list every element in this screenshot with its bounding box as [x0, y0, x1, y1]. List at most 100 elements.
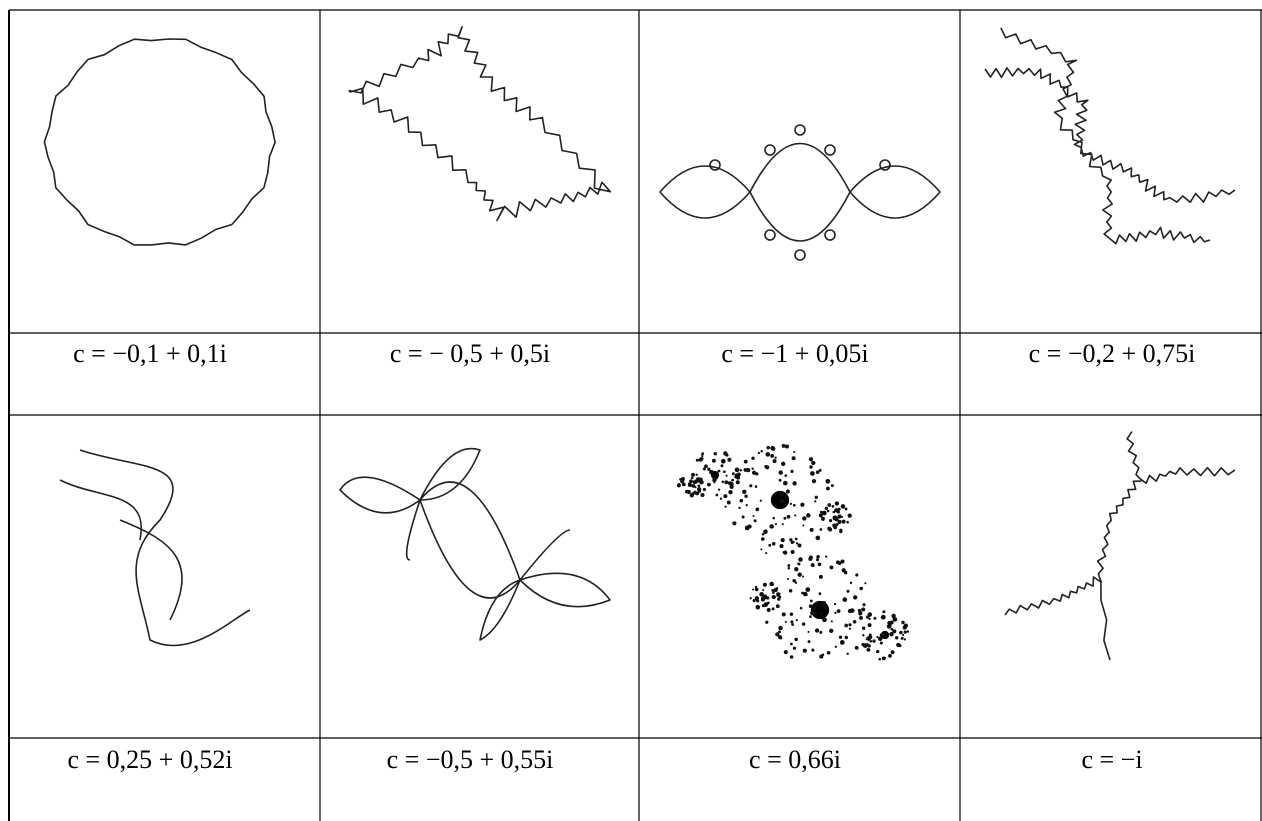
fractal-shape — [891, 613, 896, 619]
fractal-shape — [693, 490, 697, 495]
fractal-shape — [762, 582, 767, 587]
fractal-shape — [815, 629, 819, 633]
fractal-shape — [760, 548, 763, 551]
fractal-shape — [844, 623, 849, 628]
fractal-shape — [811, 648, 815, 652]
fractal-shape — [837, 507, 841, 511]
fractal-shape — [795, 542, 799, 545]
fractal-shape — [813, 612, 817, 616]
fractal-shape — [782, 551, 785, 554]
fractal-shape — [770, 445, 775, 451]
fractal-shape — [775, 587, 779, 590]
fractal-shape — [837, 519, 842, 524]
fractal-shape — [805, 587, 811, 592]
fractal-shape — [785, 444, 789, 449]
fractal-shape — [778, 470, 783, 475]
fractal-shape — [780, 538, 785, 543]
fractal-shape — [788, 589, 793, 593]
fractal-shape — [802, 575, 805, 578]
fractal-shape — [833, 602, 837, 606]
fractal-shape — [695, 473, 698, 476]
fractal-shape — [818, 592, 822, 596]
fractal-shape — [849, 581, 853, 585]
caption: c = 0,66i — [749, 745, 841, 774]
fractal-shape — [680, 479, 685, 484]
fractal-shape — [715, 493, 719, 497]
fractal-shape — [752, 514, 755, 518]
fractal-shape — [744, 494, 748, 498]
fractal-shape — [755, 507, 760, 512]
fractal-shape — [849, 608, 855, 613]
fractal-shape — [792, 481, 797, 486]
fractal-shape — [867, 644, 871, 648]
fractal-shape — [754, 585, 758, 589]
fractal-shape — [800, 502, 805, 507]
fractal-shape — [814, 500, 817, 503]
fractal-shape — [807, 514, 811, 518]
fractal-shape — [854, 645, 859, 650]
fractal-shape — [848, 627, 852, 630]
caption: c = −1 + 0,05i — [721, 339, 868, 368]
fractal-shape — [771, 607, 775, 611]
fractal-shape — [819, 528, 823, 531]
fractal-shape — [778, 630, 781, 634]
fractal-shape — [794, 249, 806, 261]
fractal-shape — [855, 573, 859, 577]
fractal-shape — [901, 620, 905, 625]
fractal-shape — [811, 478, 817, 484]
fractal-shape — [771, 588, 775, 592]
fractal-shape — [841, 568, 846, 573]
caption: c = −i — [1081, 745, 1142, 774]
fractal-shape — [686, 489, 691, 495]
fractal-shape — [880, 616, 883, 619]
fractal-shape — [762, 597, 766, 601]
fractal-shape — [877, 636, 883, 642]
fractal-shape — [745, 503, 748, 507]
fractal-shape — [1126, 431, 1236, 485]
fractal-shape — [828, 527, 833, 532]
fractal-shape — [720, 464, 724, 468]
fractal-shape — [787, 564, 791, 567]
fractal-shape — [754, 485, 758, 488]
fractal-shape — [707, 482, 711, 487]
fractal-shape — [869, 640, 873, 643]
fractal-shape — [779, 491, 785, 497]
fractal-shape — [834, 501, 840, 506]
fractal-shape — [754, 596, 760, 601]
fractal-shape — [840, 504, 846, 509]
fractal-shape — [772, 591, 775, 594]
fractal-shape — [818, 513, 823, 518]
fractal-shape — [790, 469, 794, 474]
fractal-shape — [872, 639, 876, 643]
fractal-shape — [789, 538, 793, 542]
fractal-shape — [866, 636, 872, 641]
fractal-shape — [747, 524, 752, 529]
fractal-shape — [900, 636, 904, 640]
fractal-shape — [815, 535, 821, 541]
fractal-shape — [774, 456, 777, 459]
fractal-shape — [741, 515, 745, 519]
fractal-shape — [824, 144, 836, 156]
fractal-shape — [781, 523, 784, 526]
fractal-shape — [835, 522, 839, 527]
fractal-shape — [697, 489, 701, 493]
fractal-shape — [791, 623, 795, 626]
fractal-shape — [809, 599, 813, 603]
fractal-shape — [739, 498, 744, 503]
fractal-shape — [818, 468, 822, 472]
fractal-shape — [852, 619, 857, 624]
fractal-shape — [738, 506, 741, 509]
fractal-shape — [797, 543, 802, 548]
fractal-shape — [766, 601, 770, 605]
fractal-shape — [809, 615, 812, 618]
caption: c = − 0,5 + 0,5i — [390, 339, 550, 368]
fractal-shape — [819, 630, 823, 634]
fractal-shape — [797, 572, 802, 577]
fractal-shape — [749, 597, 752, 600]
fractal-shape — [770, 490, 790, 510]
fractal-shape — [809, 527, 814, 532]
fractal-shape — [711, 458, 716, 463]
fractal-shape — [802, 516, 807, 521]
fractal-shape — [868, 633, 872, 637]
fractal-shape — [719, 497, 723, 500]
